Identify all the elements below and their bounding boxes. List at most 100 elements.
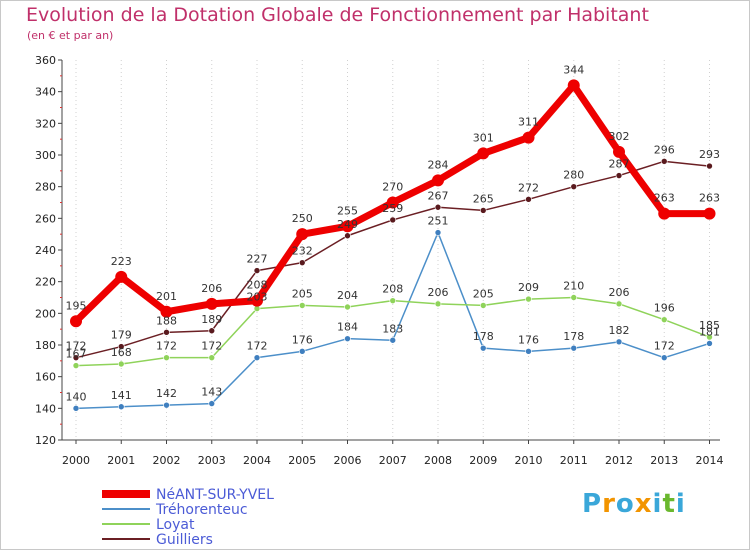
y-tick-label-240: 240	[35, 244, 56, 257]
series-2-label-2010: 209	[518, 281, 539, 294]
x-tick-label-2013: 2013	[650, 454, 678, 467]
series-1-label-2009: 178	[473, 330, 494, 343]
series-3-point-2006	[344, 232, 351, 240]
x-tick-label-2008: 2008	[424, 454, 452, 467]
legend-label-0: NéANT-SUR-YVEL	[156, 487, 274, 503]
series-3-point-2004	[253, 267, 261, 274]
series-2-point-2001	[117, 360, 125, 368]
y-tick-label-340: 340	[35, 86, 56, 99]
series-3-label-2000: 172	[66, 340, 87, 353]
y-tick-label-360: 360	[35, 54, 56, 67]
x-tick-label-2009: 2009	[469, 454, 497, 467]
series-0-label-2000: 195	[66, 299, 87, 312]
series-3-point-2010	[525, 196, 532, 203]
legend-label-1: Tréhorenteuc	[155, 502, 248, 518]
series-0-point-2002	[160, 305, 173, 318]
series-3-point-2002	[163, 329, 170, 336]
x-tick-label-2001: 2001	[107, 454, 135, 467]
y-tick-label-280: 280	[35, 181, 56, 194]
series-3-label-2001: 179	[111, 329, 132, 342]
x-tick-label-2010: 2010	[515, 454, 543, 467]
series-0-point-2005	[296, 228, 309, 241]
series-1-label-2001: 141	[111, 389, 132, 402]
series-0-point-2013	[658, 207, 671, 220]
legend-label-3: Guilliers	[156, 532, 213, 548]
series-0-point-2009	[477, 147, 490, 160]
series-2-label-2000: 167	[66, 348, 87, 361]
series-2-label-2001: 168	[111, 346, 132, 359]
series-1-label-2003: 143	[201, 386, 222, 399]
series-3-label-2010: 272	[518, 181, 539, 194]
series-0-point-2000	[70, 315, 82, 328]
series-2-label-2012: 206	[609, 286, 630, 299]
series-2-point-2012	[615, 300, 623, 308]
x-tick-label-2014: 2014	[696, 454, 724, 467]
series-3-point-2005	[298, 259, 306, 266]
series-3-point-2007	[389, 216, 397, 224]
series-0-point-2001	[115, 270, 128, 283]
series-2-label-2004: 203	[247, 291, 268, 304]
logo-letter: i	[675, 489, 686, 519]
series-3-label-2004: 227	[247, 253, 268, 266]
series-0-label-2008: 284	[428, 158, 449, 171]
proxiti-logo: Proxiti	[582, 489, 686, 519]
series-3-point-2013	[660, 158, 668, 165]
x-tick-label-2007: 2007	[379, 454, 407, 467]
x-tick-label-2004: 2004	[243, 454, 271, 467]
series-3-label-2009: 265	[473, 192, 494, 205]
series-0-point-2012	[613, 145, 625, 158]
data-labels: 195 223 201 206 208 250 255 270 284 301 311 344 302 2…	[66, 63, 721, 403]
series-3-label-2011: 280	[563, 169, 584, 182]
series-0-point-2011	[567, 79, 580, 92]
series-2-point-2011	[570, 294, 578, 301]
series-2-point-2005	[298, 302, 306, 309]
series-1-label-2012: 182	[609, 324, 630, 337]
chart-title: Evolution de la Dotation Globale de Fonc…	[26, 4, 649, 26]
y-tick-label-180: 180	[35, 339, 56, 352]
series-0-label-2007: 270	[382, 181, 403, 194]
x-tick-label-2000: 2000	[62, 454, 90, 467]
series-1-point-2011	[570, 344, 578, 352]
series-2-point-2002	[163, 354, 170, 361]
series-1-label-2014: 181	[699, 325, 720, 338]
series-2-point-2013	[660, 316, 668, 323]
series-2-label-2002: 172	[156, 340, 177, 353]
series-2-point-2000	[72, 362, 80, 369]
series-1-point-2014	[706, 340, 713, 347]
series-3-label-2008: 267	[428, 189, 449, 202]
logo-letter: t	[662, 489, 676, 519]
series-0-point-2004	[251, 294, 263, 307]
series-1-label-2010: 176	[518, 333, 539, 346]
series-2-point-2006	[344, 303, 351, 311]
series-1-point-2003	[208, 400, 216, 407]
series-2-point-2009	[479, 302, 487, 309]
series-1-point-2004	[253, 354, 261, 361]
series-3-label-2007: 259	[382, 202, 403, 215]
chart-subtitle: (en € et par an)	[27, 29, 114, 42]
series-2-label-2007: 208	[382, 283, 403, 296]
series-0-label-2001: 223	[111, 255, 132, 268]
y-tick-label-320: 320	[35, 117, 56, 130]
series-3-label-2002: 188	[156, 314, 177, 327]
series-2-label-2003: 172	[201, 340, 222, 353]
series-0-label-2012: 302	[609, 130, 630, 143]
series-3-point-2000	[72, 354, 80, 361]
series-3-label-2003: 189	[201, 313, 222, 326]
logo-letter: r	[602, 489, 616, 519]
series-3-point-2003	[208, 327, 216, 335]
series-2-label-2014: 185	[699, 319, 720, 332]
series-3-point-2014	[706, 162, 713, 170]
series-1-point-2007	[389, 336, 397, 344]
series-2-label-2006: 204	[337, 289, 358, 302]
series-1-label-2011: 178	[563, 330, 584, 343]
series-1-point-2005	[298, 348, 306, 355]
series-0-point-2006	[341, 220, 354, 233]
series-3-point-2011	[570, 183, 578, 190]
grid	[75, 60, 710, 440]
series-0-label-2002: 201	[156, 290, 177, 303]
series-1-label-2008: 251	[428, 215, 449, 228]
series-2-label-2011: 210	[563, 280, 584, 293]
series-3-point-2012	[615, 172, 623, 179]
series-3-label-2006: 249	[337, 218, 358, 231]
